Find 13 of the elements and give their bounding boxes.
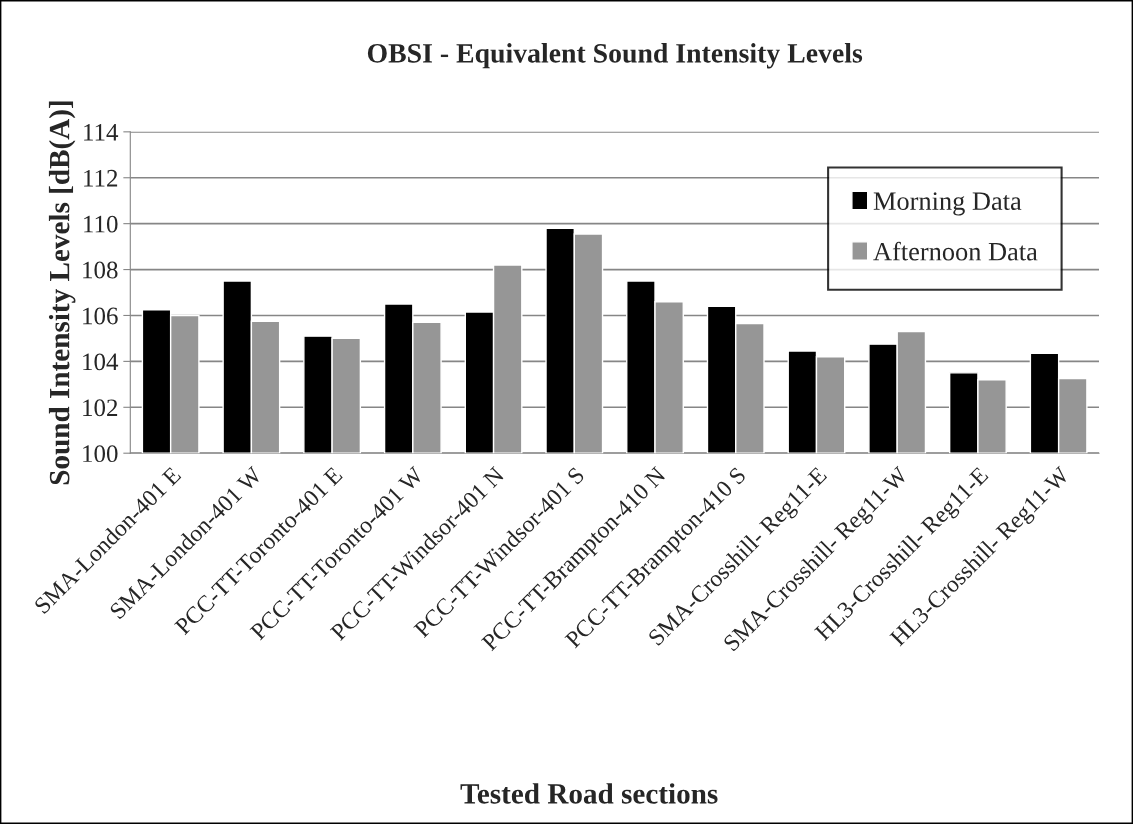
y-tick-label: 106 xyxy=(83,307,118,325)
y-axis-title: Sound Intensity Levels [dB(A)] xyxy=(48,101,76,485)
legend-label: Morning Data xyxy=(873,192,1022,216)
y-tick-label: 108 xyxy=(83,261,118,279)
chart-title: OBSI - Equivalent Sound Intensity Levels xyxy=(367,43,863,69)
y-tick-label: 114 xyxy=(84,124,119,141)
x-axis-title: Tested Road sections xyxy=(460,783,718,804)
legend-label: Afternoon Data xyxy=(873,241,1038,261)
y-tick-label: 104 xyxy=(83,353,119,371)
y-tick-label: 100 xyxy=(83,445,118,463)
y-tick-label: 110 xyxy=(84,215,118,233)
y-tick-label: 102 xyxy=(83,399,118,417)
y-tick-label: 112 xyxy=(84,169,118,187)
